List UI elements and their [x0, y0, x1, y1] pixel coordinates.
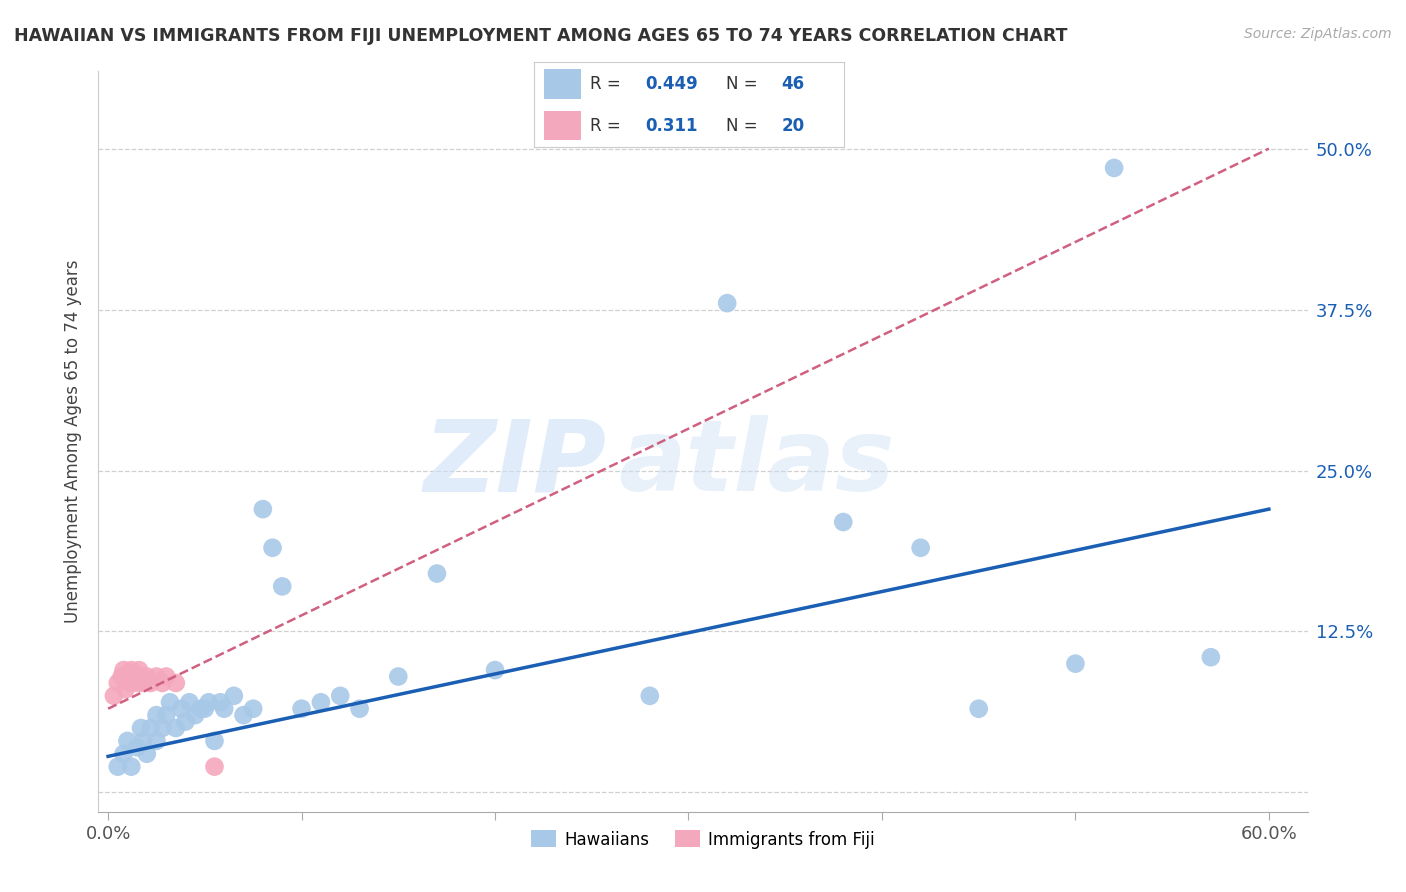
Point	[179, 695, 201, 709]
Point	[204, 759, 226, 773]
Point	[165, 721, 187, 735]
Point	[426, 566, 449, 581]
Point	[716, 296, 738, 310]
Point	[132, 734, 155, 748]
Point	[120, 759, 142, 773]
Point	[222, 689, 245, 703]
Point	[309, 695, 332, 709]
Point	[114, 682, 136, 697]
Point	[194, 702, 217, 716]
Point	[150, 721, 173, 735]
Point	[204, 734, 226, 748]
Point	[145, 734, 167, 748]
Point	[170, 702, 193, 716]
Y-axis label: Unemployment Among Ages 65 to 74 years: Unemployment Among Ages 65 to 74 years	[65, 260, 83, 624]
Point	[150, 676, 173, 690]
Text: HAWAIIAN VS IMMIGRANTS FROM FIJI UNEMPLOYMENT AMONG AGES 65 TO 74 YEARS CORRELAT: HAWAIIAN VS IMMIGRANTS FROM FIJI UNEMPLO…	[14, 27, 1067, 45]
Point	[145, 669, 167, 683]
Text: 46: 46	[782, 76, 804, 94]
Point	[107, 676, 129, 690]
Point	[638, 689, 661, 703]
Text: 0.449: 0.449	[645, 76, 699, 94]
Point	[209, 695, 232, 709]
Point	[174, 714, 197, 729]
Point	[118, 676, 141, 690]
Point	[120, 663, 142, 677]
Point	[122, 669, 145, 683]
Point	[107, 759, 129, 773]
Point	[1064, 657, 1087, 671]
Point	[103, 689, 125, 703]
Point	[290, 702, 312, 716]
Text: 20: 20	[782, 117, 804, 135]
Text: 0.311: 0.311	[645, 117, 699, 135]
Point	[967, 702, 990, 716]
Point	[127, 676, 149, 690]
Point	[197, 695, 219, 709]
Point	[159, 695, 181, 709]
Point	[112, 747, 135, 761]
Point	[832, 515, 855, 529]
Bar	[544, 111, 581, 140]
Point	[212, 702, 235, 716]
Point	[127, 740, 149, 755]
Point	[129, 721, 152, 735]
Point	[135, 669, 157, 683]
Point	[155, 669, 177, 683]
Point	[242, 702, 264, 716]
Point	[1199, 650, 1222, 665]
Text: R =: R =	[591, 76, 626, 94]
Point	[271, 579, 294, 593]
Point	[252, 502, 274, 516]
Point	[190, 702, 212, 716]
Point	[117, 669, 139, 683]
Text: N =: N =	[725, 76, 763, 94]
Point	[112, 663, 135, 677]
Point	[1102, 161, 1125, 175]
Point	[128, 663, 150, 677]
Bar	[544, 70, 581, 99]
Text: ZIP: ZIP	[423, 416, 606, 512]
Point	[155, 708, 177, 723]
Point	[111, 669, 134, 683]
Point	[484, 663, 506, 677]
Point	[145, 708, 167, 723]
Point	[129, 669, 152, 683]
Text: R =: R =	[591, 117, 631, 135]
Legend: Hawaiians, Immigrants from Fiji: Hawaiians, Immigrants from Fiji	[524, 823, 882, 855]
Point	[349, 702, 371, 716]
Point	[117, 734, 139, 748]
Point	[232, 708, 254, 723]
Point	[139, 721, 162, 735]
Text: Source: ZipAtlas.com: Source: ZipAtlas.com	[1244, 27, 1392, 41]
Point	[135, 747, 157, 761]
Point	[329, 689, 352, 703]
Point	[132, 676, 155, 690]
Point	[139, 676, 162, 690]
Point	[910, 541, 932, 555]
Point	[184, 708, 207, 723]
Text: N =: N =	[725, 117, 763, 135]
Point	[262, 541, 284, 555]
Point	[165, 676, 187, 690]
Text: atlas: atlas	[619, 416, 894, 512]
Point	[387, 669, 409, 683]
